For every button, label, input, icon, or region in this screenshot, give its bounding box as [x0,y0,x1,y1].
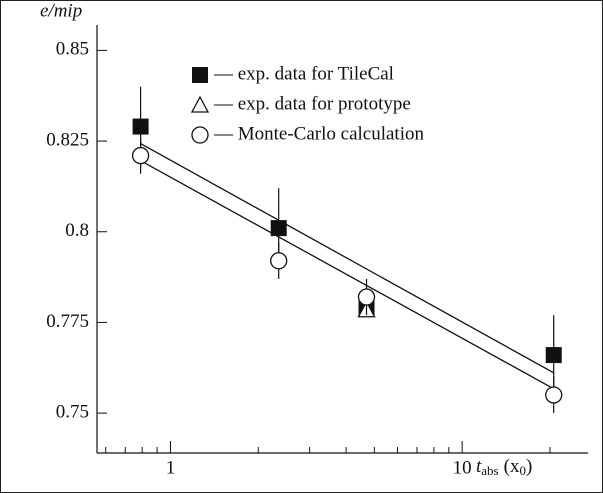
y-tick-label: 0.825 [46,129,89,150]
triangle-marker [190,95,210,113]
circle-marker [270,252,288,270]
circle-marker [191,126,209,144]
y-tick-label: 0.85 [56,39,89,60]
y-tick-label: 0.75 [56,401,89,422]
square-marker [192,67,208,83]
legend-label: — Monte-Carlo calculation [213,123,424,144]
x-label-close: ) [526,456,532,477]
circle-marker [357,288,376,306]
square-marker [270,220,287,237]
legend-label: — exp. data for prototype [213,93,411,114]
x-tick-label: 1 [166,457,176,478]
x-label-sub: abs [481,463,498,478]
legend-label: — exp. data for TileCal [213,63,394,84]
fit-line [140,143,555,374]
x-axis-label: tabs (x0) [476,456,532,478]
circle-marker [131,146,150,165]
square-marker [545,347,562,364]
x-label-sub2: 0 [519,463,526,478]
y-tick-label: 0.8 [65,220,89,241]
x-label-main: t [476,456,482,477]
circle-marker [545,386,563,404]
square-marker [132,118,149,135]
x-tick-label: 10 [453,457,472,478]
y-axis-label: e/mip [40,0,82,21]
fit-line [140,160,555,390]
y-tick-label: 0.775 [46,311,89,332]
x-label-open: (x [504,456,520,477]
